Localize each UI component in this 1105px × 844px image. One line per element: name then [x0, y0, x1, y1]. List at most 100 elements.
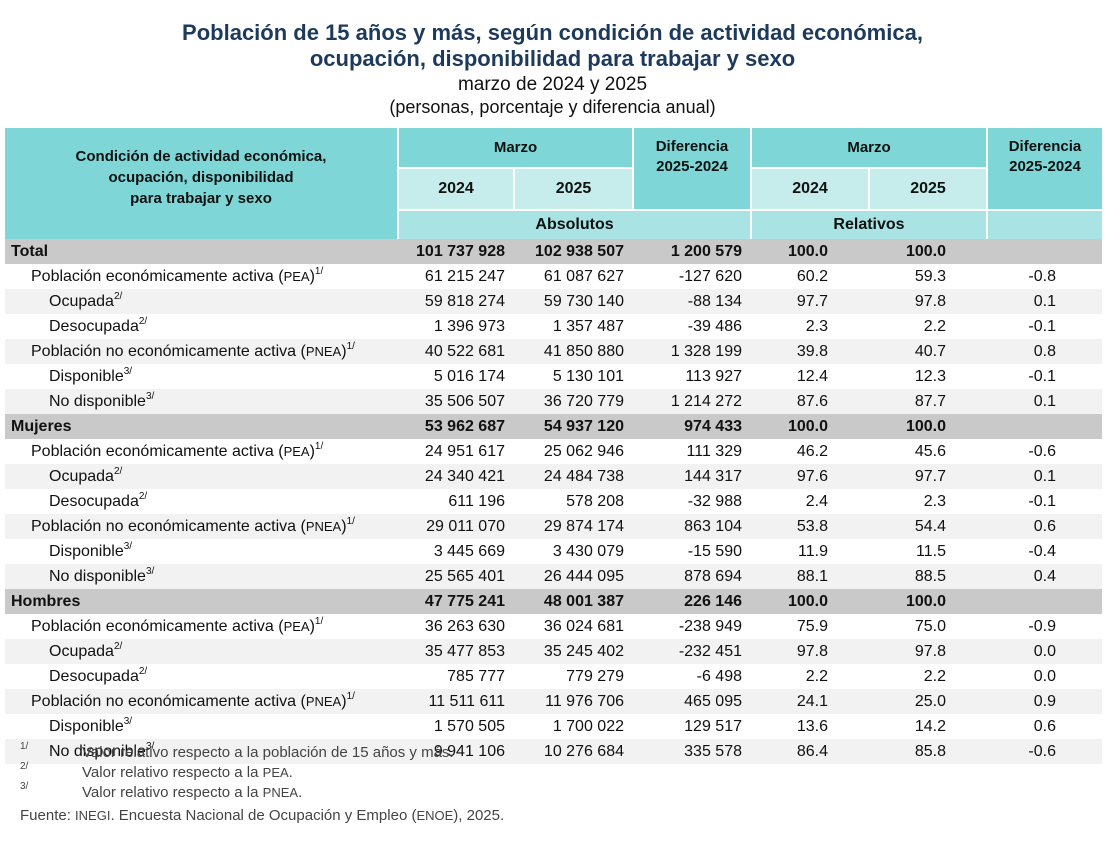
- cell-rel-2024: 24.1: [750, 689, 868, 714]
- cell-abs-2025: 54 937 120: [513, 414, 632, 439]
- table-row: Ocupada2/35 477 853 35 245 402 -232 451 97.…: [5, 639, 1102, 664]
- cell-abs-2024: 5 016 174: [433, 368, 505, 385]
- cell-abs-diff: -32 988: [687, 493, 742, 510]
- cell-abs-2025: 35 245 402: [513, 639, 632, 664]
- row-label: Disponible3/: [49, 366, 133, 386]
- row-label: Disponible3/: [49, 716, 133, 736]
- footnote-ref: 2/: [113, 466, 123, 477]
- cell-abs-diff: 878 694: [632, 564, 750, 589]
- row-label: Desocupada2/: [49, 666, 148, 686]
- row-label: Población económicamente activa (PEA)1/: [31, 266, 324, 286]
- title-line-1: Población de 15 años y más, según condic…: [182, 20, 923, 45]
- row-label: Total: [5, 239, 397, 264]
- table-row: Ocupada2/24 340 421 24 484 738 144 317 97.6…: [5, 464, 1102, 489]
- cell-abs-2024: 53 962 687: [397, 414, 513, 439]
- footnote-ref: 3/: [123, 366, 133, 377]
- cell-rel-2024: 2.4: [805, 493, 828, 510]
- cell-abs-2024: 61 215 247: [424, 268, 505, 285]
- cell-abs-2025: 1 700 022: [552, 718, 624, 735]
- cell-rel-diff: -0.1: [1028, 493, 1056, 510]
- footnote-ref: 1/: [346, 691, 355, 702]
- cell-rel-2025: 85.8: [868, 739, 986, 764]
- cell-abs-diff: 863 104: [632, 514, 750, 539]
- row-label: Ocupada2/: [5, 289, 397, 314]
- footnote-mark: 3/: [20, 781, 29, 792]
- cell-abs-diff: 974 433: [632, 414, 750, 439]
- header-diferencia-abs: Diferencia 2025-2024: [632, 128, 750, 209]
- cell-rel-2025: 40.7: [868, 339, 986, 364]
- cell-rel-2024: 53.8: [750, 514, 868, 539]
- cell-abs-2025: 1 357 487: [552, 318, 624, 335]
- header-marzo-abs: Marzo: [397, 128, 632, 168]
- footnote-mark: 2/: [20, 761, 29, 772]
- table-row: Desocupada2/1 396 973 1 357 487 -39 486 2.3…: [5, 314, 1102, 339]
- cell-rel-diff: 0.0: [986, 639, 1102, 664]
- row-label: Población no económicamente activa (PNEA…: [5, 339, 397, 364]
- cell-rel-2024: 46.2: [796, 443, 828, 460]
- row-label-abbr: PEA: [283, 619, 310, 634]
- title-line-2: ocupación, disponibilidad para trabajar …: [309, 46, 796, 71]
- cell-abs-2025: 36 720 779: [513, 389, 632, 414]
- cell-rel-2025: 45.6: [914, 443, 946, 460]
- footnote-abbr: PNEA: [262, 785, 299, 800]
- cell-rel-diff: -0.1: [1028, 318, 1056, 335]
- table-row: Población no económicamente activa (PNEA…: [5, 689, 1102, 714]
- cell-rel-2024: 100.0: [750, 239, 868, 264]
- title-units: (personas, porcentaje y diferencia anual…: [389, 97, 716, 117]
- cell-rel-diff: 0.0: [1033, 668, 1056, 685]
- cell-rel-diff: 0.9: [986, 689, 1102, 714]
- table-row: Población no económicamente activa (PNEA…: [5, 339, 1102, 364]
- footnote-ref: 1/: [314, 616, 324, 627]
- cell-abs-diff: 1 328 199: [632, 339, 750, 364]
- cell-abs-2024: 24 951 617: [424, 443, 505, 460]
- cell-abs-diff: -6 498: [696, 668, 742, 685]
- footnote-ref: 3/: [145, 566, 155, 577]
- table-row: Disponible3/3 445 669 3 430 079 -15 590 11.…: [5, 539, 1102, 564]
- cell-rel-diff: 0.6: [1033, 718, 1056, 735]
- cell-rel-2024: 75.9: [796, 618, 828, 635]
- footnote-text: Valor relativo respecto a la PEA.: [82, 764, 293, 781]
- cell-abs-2025: 59 730 140: [513, 289, 632, 314]
- footnote-ref: 2/: [138, 316, 148, 327]
- cell-rel-2024: 97.6: [750, 464, 868, 489]
- cell-rel-diff: [986, 414, 1102, 439]
- row-label: No disponible3/: [5, 389, 397, 414]
- cell-rel-diff: -0.1: [1028, 368, 1056, 385]
- title-period: marzo de 2024 y 2025: [457, 74, 648, 95]
- header-year-2024-rel: 2024: [750, 167, 868, 209]
- table-row: Población económicamente activa (PEA)1/3…: [5, 614, 1102, 639]
- row-label-abbr: PEA: [283, 444, 310, 459]
- cell-abs-diff: 1 214 272: [632, 389, 750, 414]
- footnote-ref: 2/: [113, 291, 123, 302]
- cell-abs-diff: 465 095: [632, 689, 750, 714]
- cell-abs-2024: 47 775 241: [397, 589, 513, 614]
- cell-rel-2024: 39.8: [750, 339, 868, 364]
- header-year-2024-abs: 2024: [397, 167, 513, 209]
- table-section-row: Mujeres 53 962 687 54 937 120 974 433 100.0 1…: [5, 414, 1102, 439]
- cell-abs-diff: 111 329: [686, 443, 742, 460]
- cell-rel-2024: 12.4: [796, 368, 828, 385]
- footnote-ref: 2/: [138, 666, 148, 677]
- header-relativos: Relativos: [750, 209, 986, 239]
- cell-abs-2025: 578 208: [566, 493, 624, 510]
- cell-abs-2024: 101 737 928: [397, 239, 513, 264]
- row-label: Población no económicamente activa (PNEA…: [5, 689, 397, 714]
- cell-abs-2024: 785 777: [447, 668, 505, 685]
- cell-abs-2025: 61 087 627: [543, 268, 624, 285]
- cell-abs-2024: 3 445 669: [433, 543, 505, 560]
- row-label: Disponible3/: [49, 541, 133, 561]
- cell-rel-2025: 75.0: [914, 618, 946, 635]
- cell-abs-2025: 11 976 706: [513, 689, 632, 714]
- cell-rel-diff: -0.4: [1028, 543, 1056, 560]
- cell-rel-diff: [986, 589, 1102, 614]
- row-label-abbr: PNEA: [305, 519, 342, 534]
- cell-abs-diff: -127 620: [678, 268, 742, 285]
- cell-abs-2024: 59 818 274: [397, 289, 513, 314]
- cell-abs-2024: 611 196: [448, 493, 505, 510]
- row-label-abbr: PEA: [283, 269, 310, 284]
- cell-abs-2024: 40 522 681: [397, 339, 513, 364]
- footnote-text: Valor relativo respecto a la PNEA.: [82, 784, 303, 801]
- cell-rel-2025: 2.2: [923, 668, 946, 685]
- cell-rel-2024: 86.4: [750, 739, 868, 764]
- row-label-abbr: PNEA: [305, 694, 342, 709]
